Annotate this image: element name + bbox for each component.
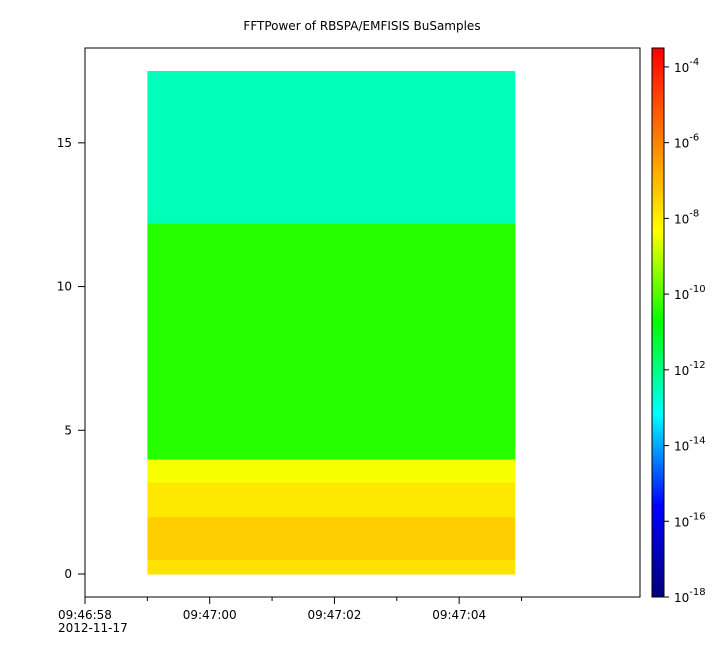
heatmap-band — [147, 559, 516, 575]
x-tick-label: 09:47:04 — [432, 608, 486, 622]
heatmap-band — [147, 223, 516, 460]
heatmap-band — [147, 459, 516, 483]
y-tick-label: 10 — [57, 280, 72, 294]
chart-title: FFTPower of RBSPA/EMFISIS BuSamples — [243, 19, 480, 33]
x-tick-label: 09:47:02 — [307, 608, 361, 622]
colorbar-axis: 10-4 10-6 10-8 10-10 10-12 10-14 10-16 10-18 — [664, 57, 706, 605]
y-tick-label: 5 — [64, 423, 72, 437]
colorbar-tick-label: 10-12 — [674, 360, 706, 378]
x-tick-label: 09:46:58 — [58, 608, 112, 622]
colorbar — [651, 47, 665, 598]
plot-frame — [84, 47, 641, 598]
colorbar-tick-label: 10-8 — [674, 208, 699, 226]
colorbar-tick-label: 10-14 — [674, 436, 706, 454]
heatmap-band — [147, 482, 516, 517]
colorbar-tick-label: 10-10 — [674, 284, 706, 302]
heatmap-band — [147, 516, 516, 561]
colorbar-tick-label: 10-16 — [674, 511, 706, 529]
y-tick-label: 0 — [64, 567, 72, 581]
x-date-label: 2012-11-17 — [58, 621, 128, 635]
heatmap-band — [147, 71, 516, 224]
x-tick-label: 09:47:00 — [183, 608, 237, 622]
colorbar-tick-label: 10-4 — [674, 57, 699, 75]
colorbar-tick-label: 10-6 — [674, 133, 699, 151]
colorbar-tick-label: 10-18 — [674, 587, 706, 605]
heatmap-area — [147, 71, 516, 575]
y-tick-label: 15 — [57, 136, 72, 150]
y-axis: 0 5 10 15 — [57, 136, 85, 581]
